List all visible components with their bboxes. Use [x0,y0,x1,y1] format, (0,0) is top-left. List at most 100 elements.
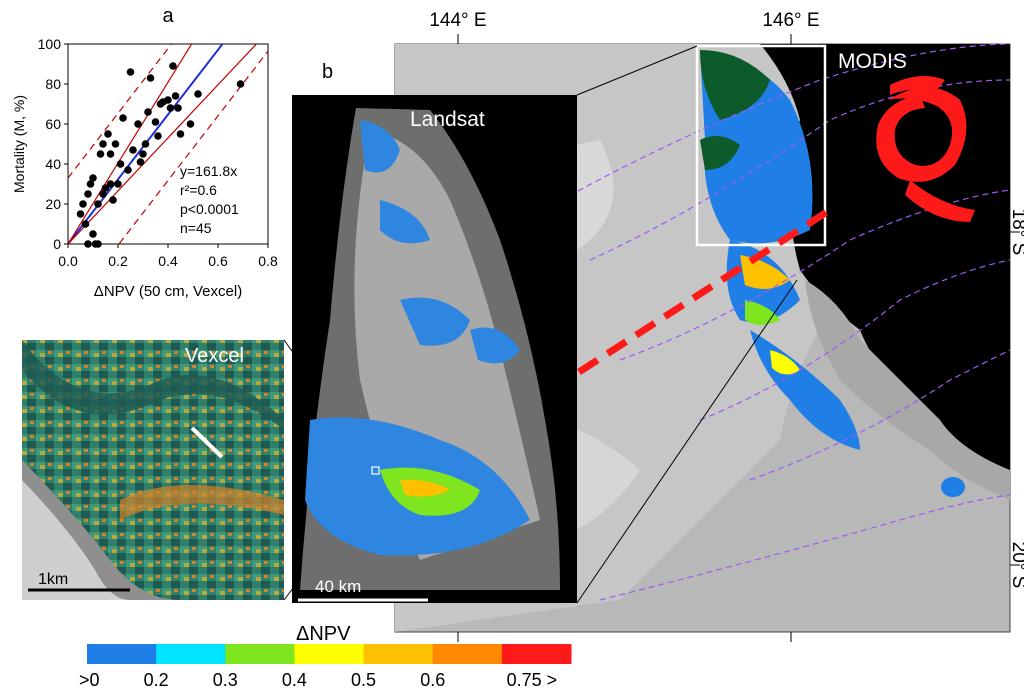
data-point [81,220,90,228]
data-point [139,150,147,158]
colorbar-segment [225,644,295,664]
x-tick-label: 0.0 [58,253,78,269]
y-tick-label: 20 [45,196,61,212]
fit-n: n=45 [180,220,212,236]
data-point [94,240,102,248]
data-point [126,68,135,76]
x-tick-label: 0.2 [108,253,128,269]
colorbar-segment [156,644,226,664]
vexcel-image: Vexcel 1km [22,340,284,600]
data-point [194,90,202,98]
data-point [116,160,125,168]
modis-label: MODIS [838,50,907,73]
x-tick-label: 0.8 [258,253,278,269]
modis-inset-box [695,44,827,247]
data-point [136,158,145,166]
data-point [154,132,162,140]
confidence-band-upper [68,44,193,244]
x-axis: 0.0 0.2 0.4 0.6 0.8 [58,244,278,269]
data-point [106,150,115,158]
x-tick-label: 0.6 [208,253,228,269]
data-point [146,74,155,82]
y-axis-label: Mortality (M, %) [11,95,27,193]
colorbar-segment [432,644,503,664]
data-point [129,146,137,154]
data-point [171,92,180,100]
data-point [89,230,97,238]
colorbar-title: ΔNPV [296,623,351,645]
y-tick-label: 40 [45,156,61,172]
data-point [84,240,92,248]
data-point [124,166,132,174]
storm-track-lines [499,43,1011,601]
data-point [89,174,97,182]
cyclone-icon [876,76,975,222]
data-point [119,114,127,122]
y-axis: 0 20 40 60 80 100 [38,36,68,252]
fit-equation: y=161.8x [180,163,237,179]
data-point [79,200,87,208]
data-point [76,210,85,218]
colorbar-segment [363,644,434,664]
data-point [144,108,152,116]
fit-p: p<0.0001 [180,201,239,217]
data-point [104,130,112,138]
x-tick-label: 0.4 [158,253,178,269]
x-axis-label: ΔNPV (50 cm, Vexcel) [94,283,242,300]
data-point [94,200,102,208]
confidence-band-lower [68,44,258,244]
vexcel-label: Vexcel [185,345,244,367]
data-point [169,62,177,70]
lat-label-18: 18° S [1008,209,1024,256]
colorbar [87,644,572,664]
data-point [134,120,142,128]
lon-label-144: 144° E [429,10,486,31]
vexcel-scale-label: 1km [38,571,68,588]
data-point [84,190,92,198]
data-point [174,104,182,112]
colorbar-segment [294,644,365,664]
colorbar-tick-label: >0 [79,670,100,690]
data-point [99,190,107,198]
colorbar-tick-label: 0.3 [213,670,238,690]
lat-label-20: 20° S [1008,542,1024,589]
fit-stats: y=161.8x r²=0.6 p<0.0001 n=45 [180,163,239,236]
data-point [96,150,105,158]
data-point [166,104,175,112]
data-point [114,180,122,188]
lon-label-146: 146° E [762,10,819,31]
fit-r2: r²=0.6 [180,182,217,198]
landsat-label: Landsat [410,108,485,131]
data-point [111,140,120,148]
data-points [76,62,245,248]
colorbar-segment [501,644,572,664]
colorbar-ticks: >0 0.2 0.3 0.4 0.5 0.6 0.75 > [79,670,557,690]
colorbar-tick-label: 0.5 [351,670,376,690]
landsat-map: Landsat 40 km [292,95,577,603]
cyclone-track [577,207,832,375]
colorbar-tick-label: 0.2 [144,670,169,690]
data-point [151,118,160,126]
data-point [186,120,195,128]
fit-line [68,44,224,244]
vexcel-transect [190,426,224,459]
data-point [99,140,107,148]
colorbar-tick-label: 0.6 [420,670,445,690]
y-tick-label: 80 [45,76,61,92]
data-point [164,96,172,104]
data-point [106,180,115,188]
panel-b-letter: b [322,61,333,83]
landsat-scale-label: 40 km [315,577,361,596]
data-point [236,80,245,88]
regression-lines [68,44,268,244]
y-tick-label: 100 [38,36,62,52]
scatter-plot: a 0 20 40 60 80 100 0.0 0.2 0.4 0.6 0.8 ΔNPV (50 … [11,5,278,300]
y-tick-label: 0 [53,236,61,252]
data-point [86,180,95,188]
panel-a-letter: a [162,5,174,27]
colorbar-segment [87,644,157,664]
prediction-band-upper [68,44,173,179]
colorbar-tick-label: 0.75 > [507,670,558,690]
y-tick-label: 60 [45,116,61,132]
